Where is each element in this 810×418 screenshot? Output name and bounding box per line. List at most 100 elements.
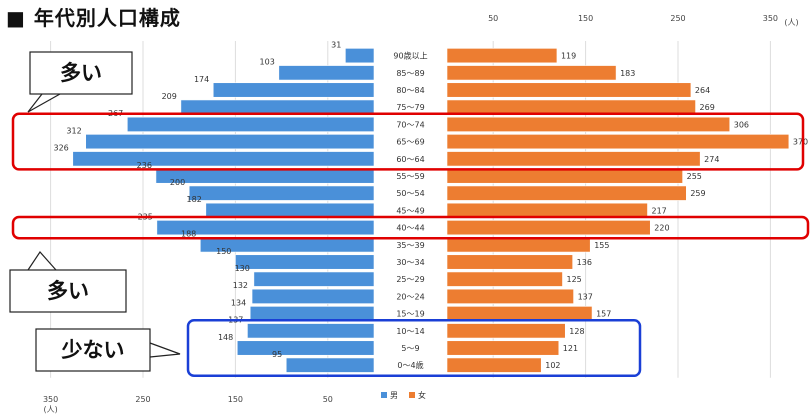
age-label: 30〜34 [396,258,424,267]
female-value-label: 264 [695,86,710,95]
age-label: 65〜69 [396,138,424,147]
highlight-boxes [11,112,810,378]
female-bar [446,82,692,98]
callout-text: 少ない [61,338,125,362]
male-bar [235,254,375,270]
legend-swatch-female [409,392,415,398]
age-label: 35〜39 [396,241,424,250]
age-labels: 90歳以上 85〜89 80〜84 75〜79 70〜74 65〜69 60〜64 55〜59… [393,51,427,371]
age-label: 80〜84 [396,86,424,95]
age-label: 25〜29 [396,275,424,284]
female-bar [446,323,566,339]
male-value-label: 148 [218,333,233,342]
age-label: 50〜54 [396,189,424,198]
age-label: 70〜74 [396,120,424,129]
male-value-label: 188 [181,230,196,239]
age-label: 75〜79 [396,103,424,112]
callout-tail [149,342,181,358]
callout-tail [27,93,61,113]
chart-title: ■ 年代別人口構成 [6,6,181,30]
female-value-label: 217 [652,206,667,215]
callout-text: 多い [47,279,89,303]
male-bar [156,220,375,236]
legend-label-male: 男 [390,391,398,400]
male-value-label: 31 [331,40,341,49]
female-bar [446,99,696,115]
male-bar [188,185,375,201]
female-value-label: 128 [569,327,584,336]
callout-tail [27,251,57,271]
bottom-axis-unit: (人) [43,405,57,414]
male-bar [126,116,375,132]
legend-label-female: 女 [418,390,426,400]
callout-box [29,51,133,95]
male-bar [85,134,375,150]
male-bars [72,48,375,373]
male-value-label: 134 [231,298,246,307]
male-value-label: 95 [272,350,282,359]
female-value-label: 119 [561,52,576,61]
male-value-label: 200 [170,178,185,187]
female-bar [446,306,593,322]
highlight-box [11,215,810,240]
age-label: 45〜49 [396,206,424,215]
bottom-tick-label: 50 [323,395,333,404]
data-labels: 3111910318317426420926926730631237032627… [53,40,808,370]
female-bar [446,134,790,150]
female-value-label: 259 [690,189,705,198]
bottom-tick-label: 350 [43,395,58,404]
age-label: 60〜64 [396,155,424,164]
bottom-tick-label: 250 [135,395,150,404]
female-value-label: 183 [620,69,635,78]
male-bar [155,168,375,184]
bottom-tick-label: 150 [228,395,243,404]
female-bar [446,151,701,167]
female-bar [446,220,651,236]
female-value-label: 220 [654,224,669,233]
female-bar [446,271,563,287]
male-bar [72,151,375,167]
male-value-label: 150 [216,247,231,256]
top-tick-label: 350 [763,14,778,23]
age-label: 90歳以上 [393,51,427,61]
top-tick-label: 50 [488,14,498,23]
female-value-label: 137 [578,292,593,301]
female-value-label: 274 [704,155,719,164]
legend-swatch-male [381,392,387,398]
age-label: 15〜19 [396,310,424,319]
age-label: 20〜24 [396,292,424,301]
female-bar [446,48,558,64]
female-bar [446,254,573,270]
legend: 男女 [381,390,426,400]
female-value-label: 370 [793,138,808,147]
callout-text: 多い [60,61,102,85]
female-bar [446,340,560,356]
male-bar [249,306,375,322]
female-bar [446,116,731,132]
male-bar [236,340,375,356]
male-bar [205,202,375,218]
top-tick-label: 150 [578,14,593,23]
male-value-label: 130 [235,264,250,273]
male-bar [180,99,375,115]
male-bar [285,357,375,373]
male-bar [345,48,375,64]
male-value-label: 132 [233,281,248,290]
male-value-label: 182 [187,195,202,204]
age-label: 10〜14 [396,327,424,336]
female-value-label: 102 [545,361,560,370]
top-tick-label: 250 [670,14,685,23]
female-value-label: 306 [734,120,749,129]
male-bar [278,65,375,81]
age-label: 5〜9 [401,344,419,353]
female-bar [446,65,617,81]
female-value-label: 155 [594,241,609,250]
age-label: 40〜44 [396,224,424,233]
male-value-label: 326 [53,144,68,153]
male-value-label: 312 [66,126,81,135]
highlight-box [186,318,642,378]
male-value-label: 236 [137,161,152,170]
highlight-box [11,112,805,171]
